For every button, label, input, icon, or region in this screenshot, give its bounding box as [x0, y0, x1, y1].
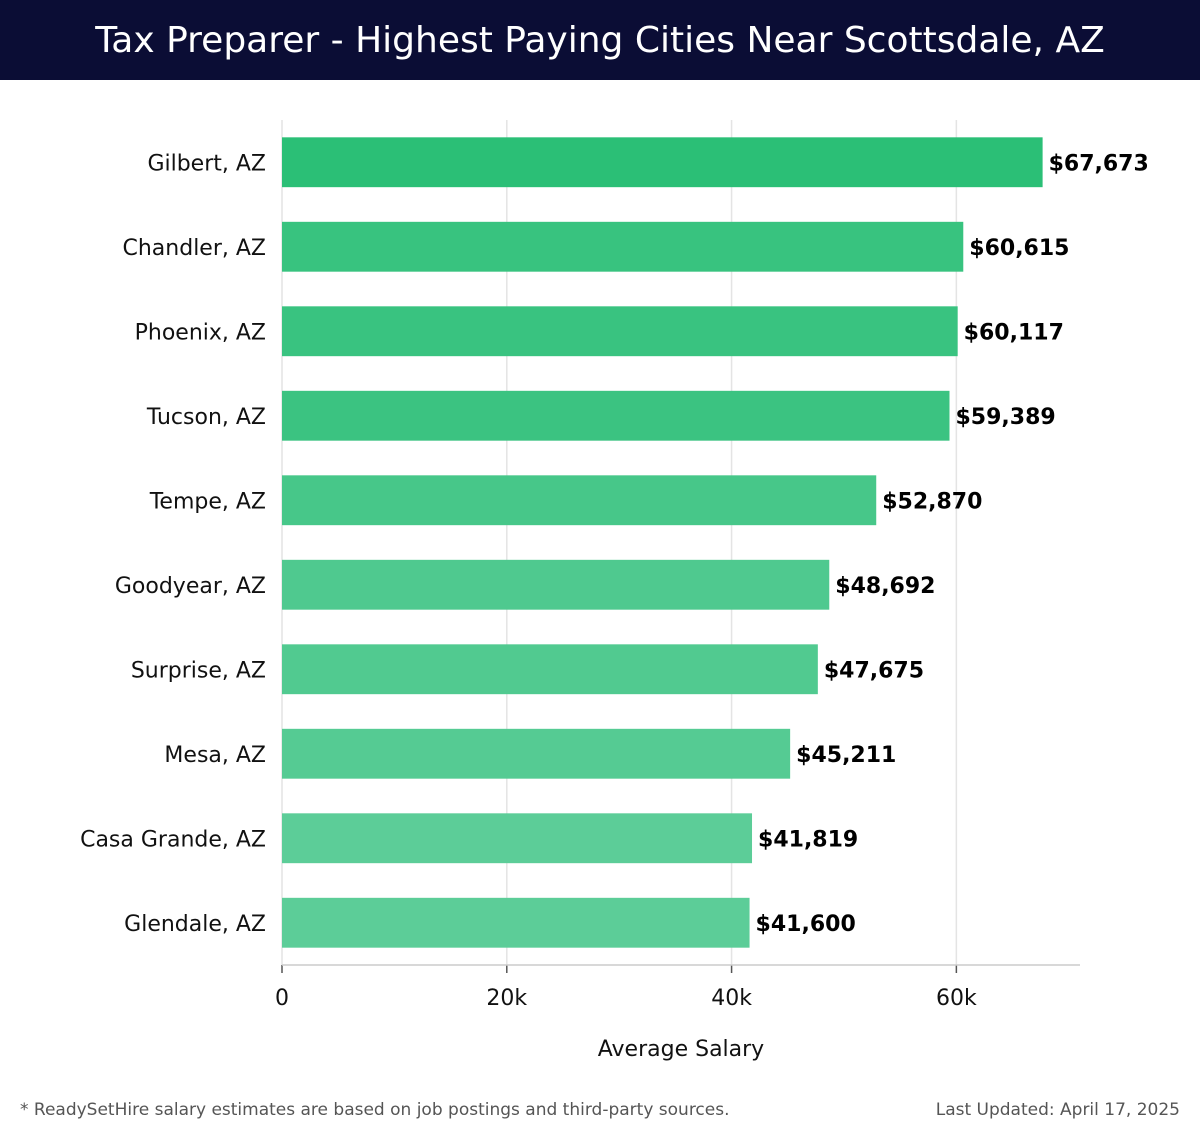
bar [282, 390, 950, 441]
chart-title: Tax Preparer - Highest Paying Cities Nea… [95, 19, 1105, 61]
category-label: Tempe, AZ [149, 489, 266, 514]
bar [282, 897, 750, 948]
value-label: $60,117 [964, 320, 1064, 345]
chart-header: Tax Preparer - Highest Paying Cities Nea… [0, 0, 1200, 80]
value-label: $60,615 [969, 236, 1069, 261]
bar [282, 644, 818, 695]
value-label: $52,870 [882, 489, 982, 514]
category-label: Chandler, AZ [123, 236, 267, 261]
bar [282, 221, 964, 272]
bar [282, 559, 830, 610]
x-tick-label: 60k [936, 986, 977, 1011]
value-label: $67,673 [1049, 151, 1149, 176]
value-label: $48,692 [835, 574, 935, 599]
category-label: Glendale, AZ [124, 912, 266, 937]
category-label: Tucson, AZ [146, 405, 266, 430]
bar-chart: 0 20k 40k 60k Gilbert, AZ $67,673 Chandler, AZ… [80, 120, 1149, 1062]
category-label: Surprise, AZ [131, 658, 266, 683]
category-label: Phoenix, AZ [135, 320, 266, 345]
x-tick-label: 20k [486, 986, 527, 1011]
value-label: $45,211 [796, 743, 896, 768]
x-tick-label: 0 [275, 986, 289, 1011]
labels: 0 20k 40k 60k Gilbert, AZ $67,673 Chandler, AZ… [80, 151, 1149, 1011]
bars [282, 137, 1043, 948]
category-label: Gilbert, AZ [147, 151, 266, 176]
category-label: Goodyear, AZ [115, 574, 266, 599]
value-label: $41,600 [756, 912, 856, 937]
bar [282, 306, 958, 357]
value-label: $41,819 [758, 827, 858, 852]
bar [282, 728, 791, 779]
bar [282, 137, 1043, 188]
last-updated: Last Updated: April 17, 2025 [935, 1100, 1180, 1120]
category-label: Casa Grande, AZ [80, 827, 266, 852]
x-tick-label: 40k [711, 986, 752, 1011]
bar [282, 475, 877, 526]
footer-note: * ReadySetHire salary estimates are base… [20, 1100, 730, 1120]
x-axis-title: Average Salary [598, 1037, 764, 1062]
value-label: $47,675 [824, 658, 924, 683]
value-label: $59,389 [955, 405, 1055, 430]
bar [282, 813, 753, 864]
category-label: Mesa, AZ [164, 743, 266, 768]
